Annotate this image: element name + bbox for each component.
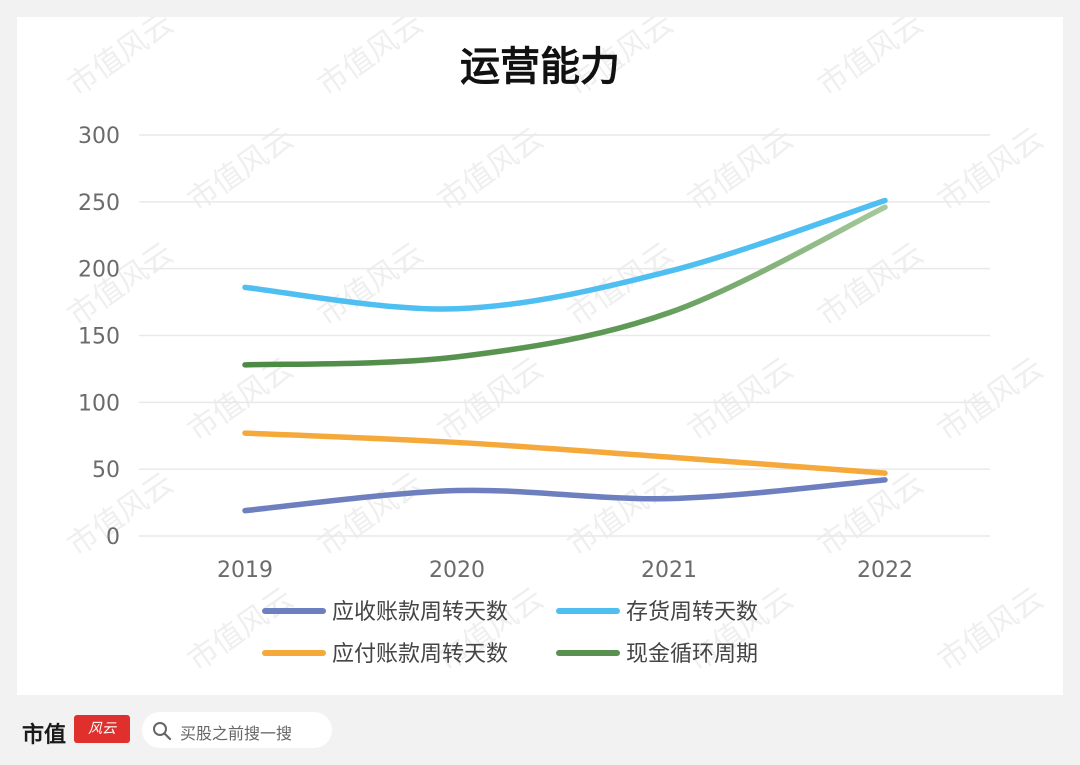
series-line-inventory bbox=[242, 197, 888, 312]
x-tick-label: 2019 bbox=[217, 558, 273, 583]
watermark-text: 市值风云 bbox=[1062, 236, 1063, 333]
watermark-text: 市值风云 bbox=[932, 581, 1050, 678]
watermark-text: 市值风云 bbox=[1062, 17, 1063, 104]
search-icon bbox=[153, 722, 172, 741]
chart-card: 市值风云 市值风云 市值风云 市值风云 市值风云 市值风云 市值风云 市值风云 市值风云 市值风云… bbox=[17, 17, 1063, 695]
y-tick-label: 100 bbox=[78, 391, 120, 416]
legend-label-receivable: 应收账款周转天数 bbox=[332, 600, 508, 625]
legend-label-cash-cycle: 现金循环周期 bbox=[626, 642, 758, 667]
watermark-text: 市值风云 bbox=[312, 466, 430, 563]
x-tick-label: 2021 bbox=[641, 558, 697, 583]
y-tick-label: 300 bbox=[78, 124, 120, 149]
search-box[interactable]: 买股之前搜一搜 bbox=[142, 712, 332, 748]
series-line-receivable bbox=[242, 477, 888, 514]
y-tick-label: 50 bbox=[92, 458, 120, 483]
series-line-cash-cycle bbox=[242, 204, 888, 368]
watermark-text: 市值风云 bbox=[432, 351, 550, 448]
y-tick-label: 0 bbox=[106, 525, 120, 550]
watermark-text: 市值风云 bbox=[932, 351, 1050, 448]
chart-title: 运营能力 bbox=[460, 44, 620, 90]
grid-lines bbox=[139, 134, 990, 537]
brand-logo-text: 市值 bbox=[22, 722, 67, 748]
watermark-text: 市值风云 bbox=[562, 466, 680, 563]
search-placeholder: 买股之前搜一搜 bbox=[180, 724, 293, 743]
watermark-text: 市值风云 bbox=[312, 17, 430, 104]
x-tick-label: 2020 bbox=[429, 558, 485, 583]
watermark-text: 市值风云 bbox=[62, 17, 180, 104]
legend-label-inventory: 存货周转天数 bbox=[626, 600, 758, 625]
watermark-text: 市值风云 bbox=[62, 466, 180, 563]
watermark-text: 市值风云 bbox=[812, 17, 930, 104]
legend-label-payable: 应付账款周转天数 bbox=[332, 642, 508, 667]
watermark-text: 市值风云 bbox=[682, 351, 800, 448]
y-tick-label: 200 bbox=[78, 258, 120, 283]
series-line-payable bbox=[242, 430, 888, 476]
footer-bar: 市值 风云 买股之前搜一搜 bbox=[0, 695, 1080, 765]
y-axis-ticks: 0 50 100 150 200 250 300 bbox=[78, 124, 120, 550]
watermark-text: 市值风云 bbox=[1062, 466, 1063, 563]
series-lines bbox=[242, 197, 888, 514]
watermark-text: 市值风云 bbox=[62, 236, 180, 333]
watermark-text: 市值风云 bbox=[182, 581, 300, 678]
watermark-text: 市值风云 bbox=[312, 236, 430, 333]
y-tick-label: 150 bbox=[78, 325, 120, 350]
brand-seal-logo: 风云 bbox=[74, 715, 130, 743]
x-tick-label: 2022 bbox=[857, 558, 913, 583]
y-tick-label: 250 bbox=[78, 191, 120, 216]
x-axis-ticks: 2019 2020 2021 2022 bbox=[217, 558, 913, 583]
watermark-text: 市值风云 bbox=[812, 236, 930, 333]
